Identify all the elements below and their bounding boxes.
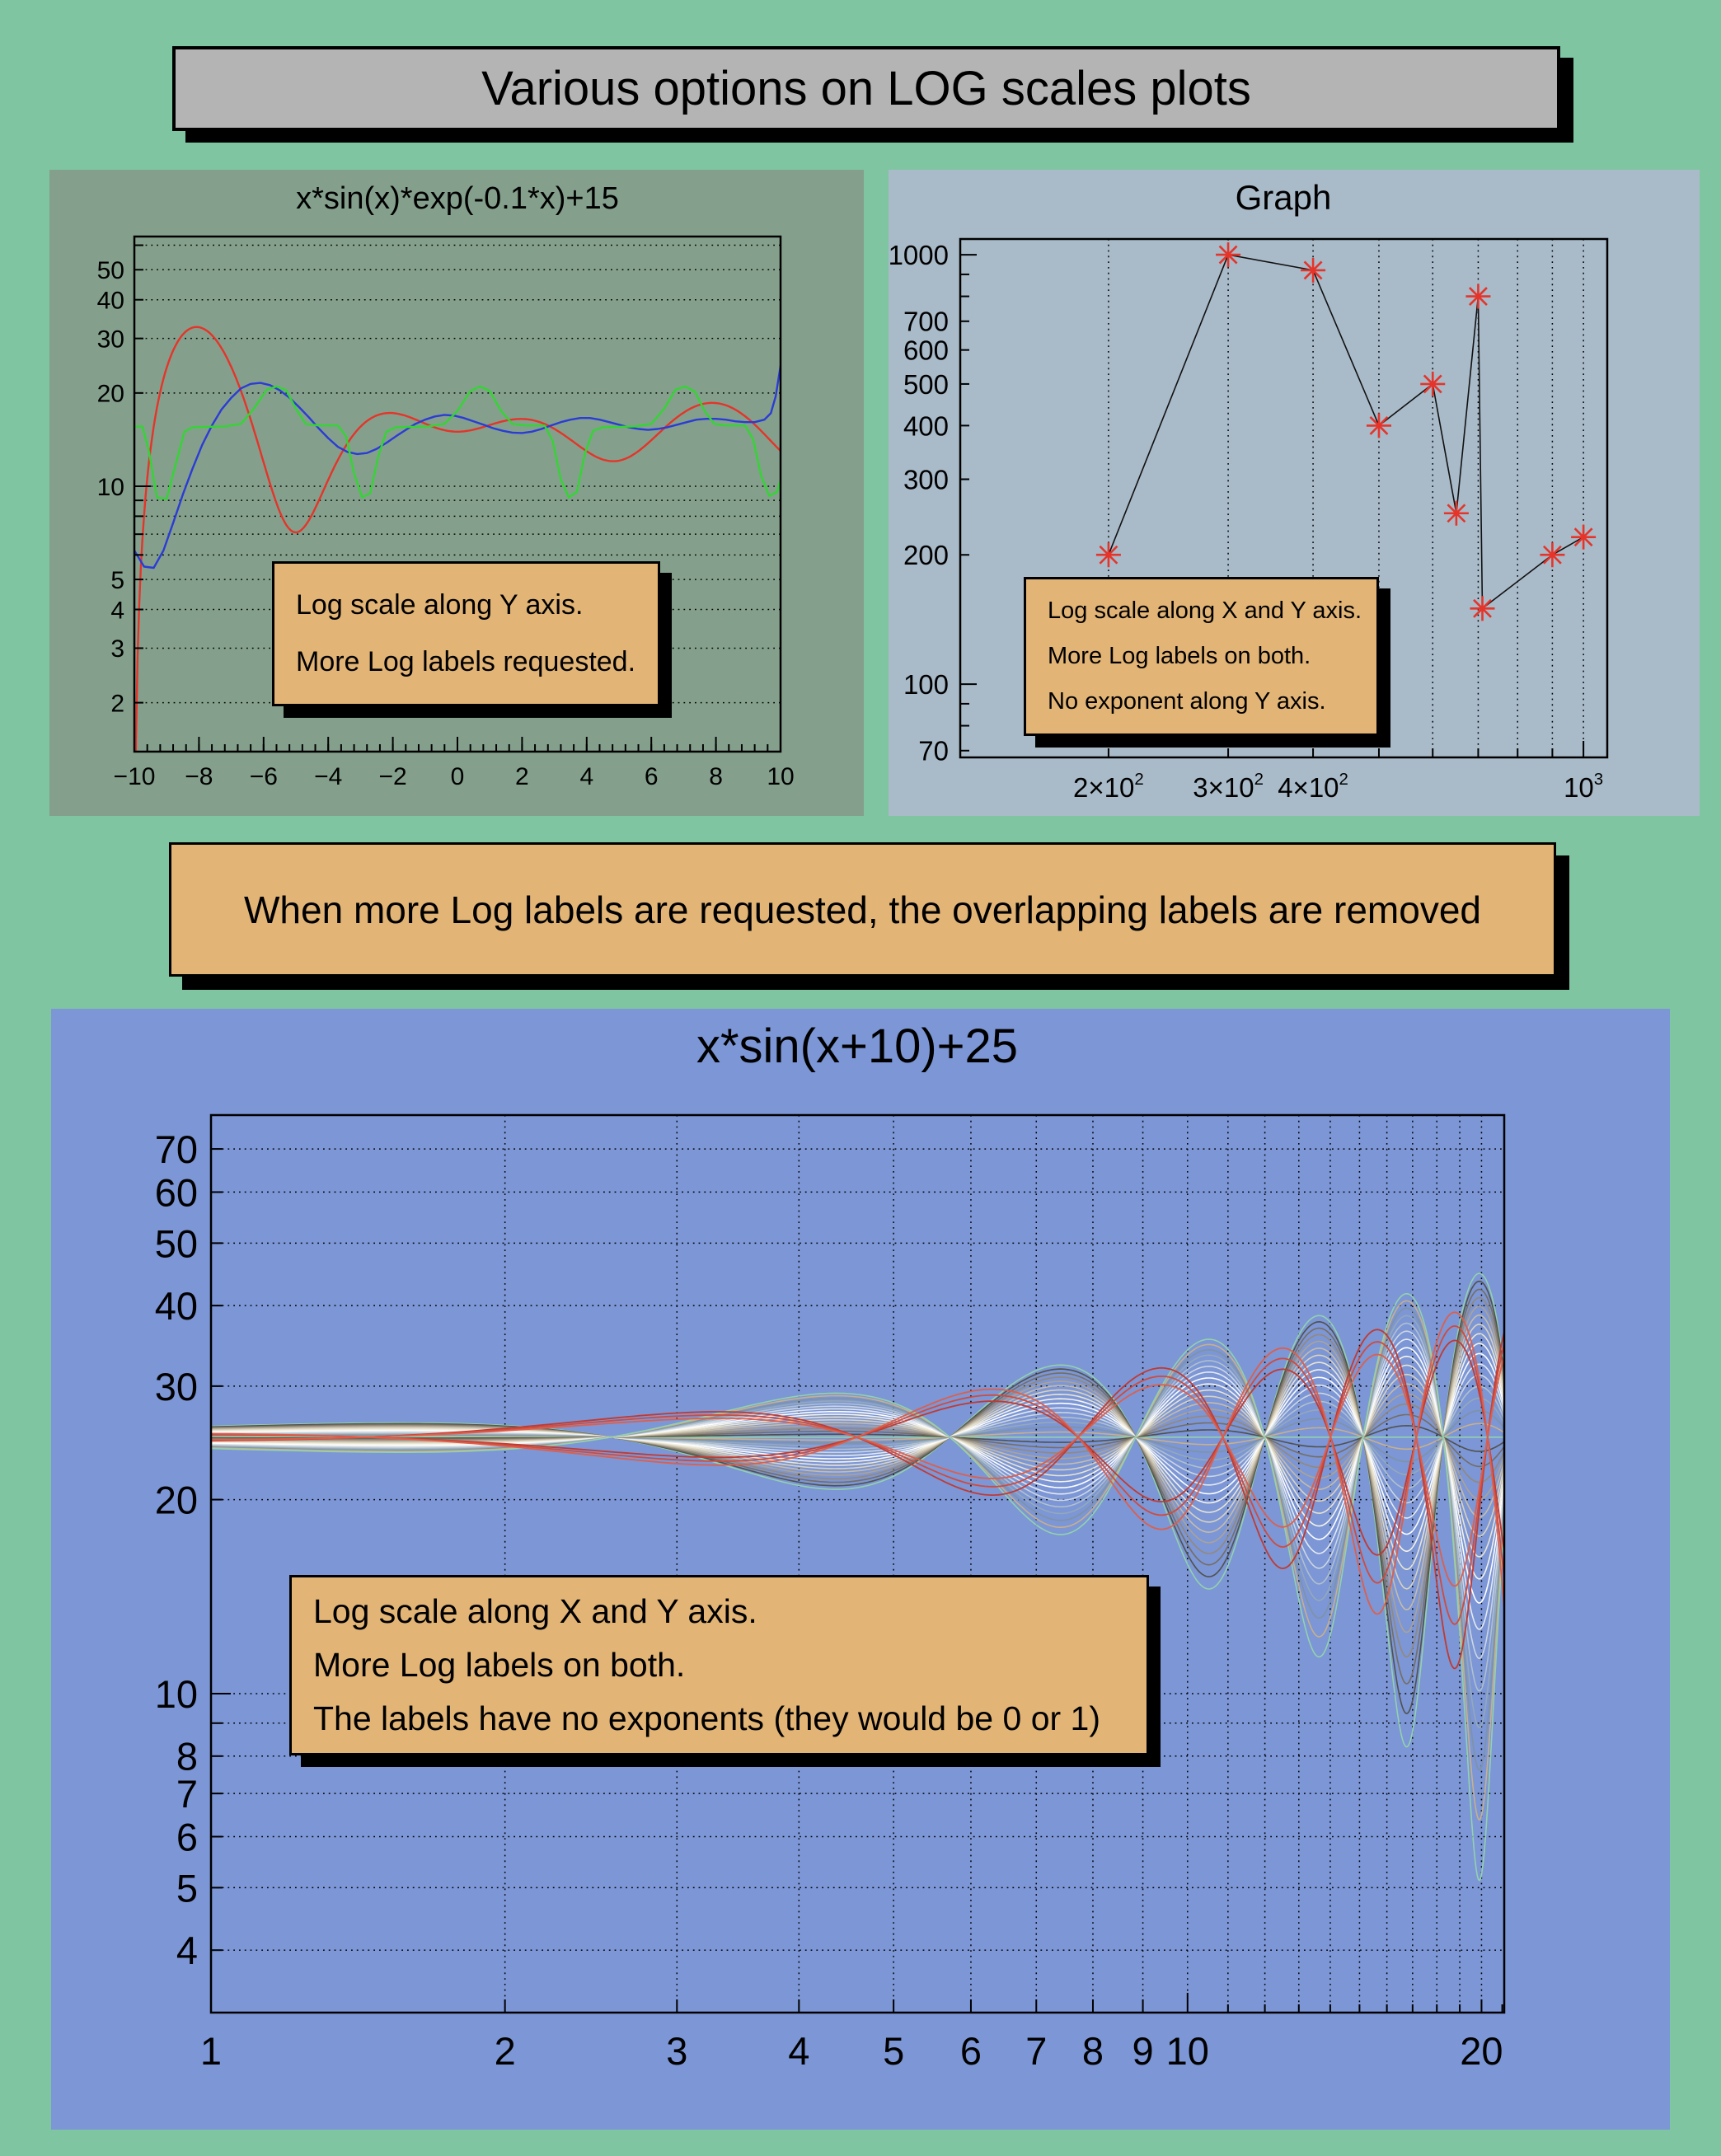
bottom-plot-title: x*sin(x+10)+25 [696, 1019, 1019, 1073]
info-box-bottom-line-1: Log scale along X and Y axis. [313, 1592, 757, 1630]
info-box-left-line-2: More Log labels requested. [296, 646, 636, 678]
panel-bottom-plot [51, 1009, 1670, 2130]
panel-left-plot [49, 170, 864, 816]
info-box-left: Log scale along Y axis. More Log labels … [272, 561, 660, 706]
info-box-right-line-2: More Log labels on both. [1048, 643, 1311, 669]
note-banner: When more Log labels are requested, the … [169, 842, 1556, 977]
left-plot-title: x*sin(x)*exp(-0.1*x)+15 [296, 181, 619, 216]
main-title: Various options on LOG scales plots [481, 62, 1251, 115]
info-box-bottom: Log scale along X and Y axis. More Log l… [289, 1575, 1149, 1755]
note-banner-text: When more Log labels are requested, the … [244, 888, 1481, 931]
info-box-right-line-3: No exponent along Y axis. [1048, 688, 1326, 715]
info-box-bottom-line-3: The labels have no exponents (they would… [313, 1699, 1100, 1737]
right-plot-title: Graph [1235, 178, 1332, 217]
info-box-left-line-1: Log scale along Y axis. [296, 588, 584, 621]
main-title-banner: Various options on LOG scales plots [172, 46, 1560, 131]
info-box-right-line-1: Log scale along X and Y axis. [1048, 598, 1362, 624]
info-box-right: Log scale along X and Y axis. More Log l… [1024, 577, 1379, 736]
info-box-bottom-line-2: More Log labels on both. [313, 1646, 686, 1684]
